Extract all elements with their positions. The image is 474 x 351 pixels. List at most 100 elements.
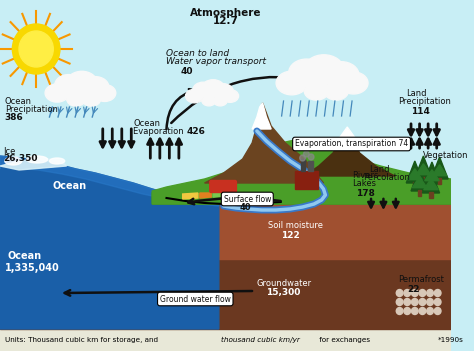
Text: Ice: Ice [3, 146, 15, 155]
Text: 22: 22 [407, 285, 419, 293]
Ellipse shape [186, 89, 203, 103]
Bar [430, 183, 434, 189]
Circle shape [434, 307, 441, 314]
Bar [0, 259, 451, 329]
Polygon shape [0, 158, 67, 170]
Ellipse shape [45, 84, 69, 102]
Polygon shape [425, 170, 439, 181]
Text: *1990s: *1990s [438, 337, 464, 343]
Text: Water vapor transport: Water vapor transport [166, 57, 266, 66]
Text: Atmosphere: Atmosphere [190, 8, 261, 18]
Text: 386: 386 [5, 113, 24, 121]
FancyArrowPatch shape [157, 139, 163, 158]
Polygon shape [432, 165, 447, 176]
Circle shape [308, 154, 314, 160]
Bar [429, 192, 433, 198]
Text: Ocean: Ocean [8, 251, 42, 261]
Text: 1,335,040: 1,335,040 [5, 263, 60, 273]
Ellipse shape [276, 71, 307, 95]
Polygon shape [200, 193, 211, 198]
Polygon shape [182, 193, 198, 199]
Bar [418, 190, 421, 196]
Polygon shape [416, 164, 431, 175]
FancyArrowPatch shape [119, 129, 125, 147]
Text: 12.7: 12.7 [212, 16, 238, 26]
Polygon shape [339, 127, 356, 139]
FancyArrowPatch shape [100, 129, 106, 147]
FancyArrowPatch shape [408, 139, 414, 148]
Circle shape [404, 290, 410, 297]
FancyArrowPatch shape [417, 139, 422, 148]
Polygon shape [424, 179, 438, 190]
Circle shape [411, 307, 418, 314]
Text: 178: 178 [356, 188, 375, 198]
Polygon shape [0, 156, 219, 206]
Circle shape [411, 290, 418, 297]
Circle shape [303, 151, 309, 157]
Polygon shape [422, 171, 439, 193]
Bar [0, 204, 451, 259]
Circle shape [396, 298, 403, 305]
Polygon shape [411, 169, 428, 191]
Ellipse shape [5, 157, 22, 165]
Text: for exchanges: for exchanges [317, 337, 370, 343]
Ellipse shape [339, 72, 368, 94]
Circle shape [411, 298, 418, 305]
Polygon shape [152, 161, 451, 204]
Polygon shape [213, 192, 225, 197]
Text: Ocean: Ocean [133, 119, 160, 127]
Circle shape [427, 307, 433, 314]
Text: thousand cubic km/yr: thousand cubic km/yr [221, 337, 300, 343]
Text: Ocean to land: Ocean to land [166, 48, 229, 58]
Text: Ground water flow: Ground water flow [160, 294, 231, 304]
FancyArrowPatch shape [128, 129, 134, 147]
Ellipse shape [67, 92, 85, 106]
Text: 40: 40 [240, 204, 251, 212]
Text: Percolation: Percolation [364, 172, 410, 181]
FancyArrowPatch shape [109, 129, 115, 147]
Text: Soil moisture: Soil moisture [268, 221, 323, 231]
Circle shape [434, 298, 441, 305]
FancyArrowPatch shape [368, 199, 374, 207]
Circle shape [19, 31, 53, 67]
Text: Groundwater: Groundwater [257, 278, 312, 287]
Text: Land: Land [369, 165, 390, 173]
Circle shape [434, 290, 441, 297]
Text: Units: Thousand cubic km for storage, and: Units: Thousand cubic km for storage, an… [5, 337, 160, 343]
Polygon shape [152, 139, 451, 204]
FancyArrowPatch shape [434, 139, 439, 148]
Text: Permafrost: Permafrost [398, 274, 444, 284]
Text: Evaporation: Evaporation [133, 126, 186, 135]
Text: Ocean: Ocean [52, 181, 86, 191]
Circle shape [419, 298, 426, 305]
Text: Vegetation: Vegetation [423, 151, 469, 159]
Polygon shape [252, 103, 271, 129]
Text: Precipitation: Precipitation [398, 97, 451, 106]
FancyArrowPatch shape [425, 139, 431, 148]
Text: Evaporation, transpiration 74: Evaporation, transpiration 74 [295, 139, 408, 148]
Text: 114: 114 [411, 106, 430, 115]
Ellipse shape [55, 75, 82, 95]
Bar [0, 329, 451, 351]
Ellipse shape [193, 82, 213, 98]
Bar [301, 159, 305, 171]
FancyArrowPatch shape [166, 139, 172, 158]
Bar [308, 161, 313, 171]
Text: Surface flow: Surface flow [224, 194, 271, 204]
Circle shape [300, 155, 305, 161]
Ellipse shape [304, 81, 328, 100]
Ellipse shape [289, 59, 324, 86]
Ellipse shape [93, 85, 116, 101]
Text: Precipitation: Precipitation [5, 105, 58, 113]
FancyArrowPatch shape [434, 124, 439, 135]
Ellipse shape [82, 77, 109, 97]
Bar [413, 182, 417, 188]
Ellipse shape [213, 95, 228, 106]
Bar [421, 177, 425, 183]
Bar [438, 178, 441, 184]
FancyArrowPatch shape [408, 124, 414, 135]
Text: Rivers: Rivers [352, 172, 378, 180]
FancyBboxPatch shape [210, 180, 237, 192]
Polygon shape [406, 161, 423, 183]
Circle shape [419, 290, 426, 297]
